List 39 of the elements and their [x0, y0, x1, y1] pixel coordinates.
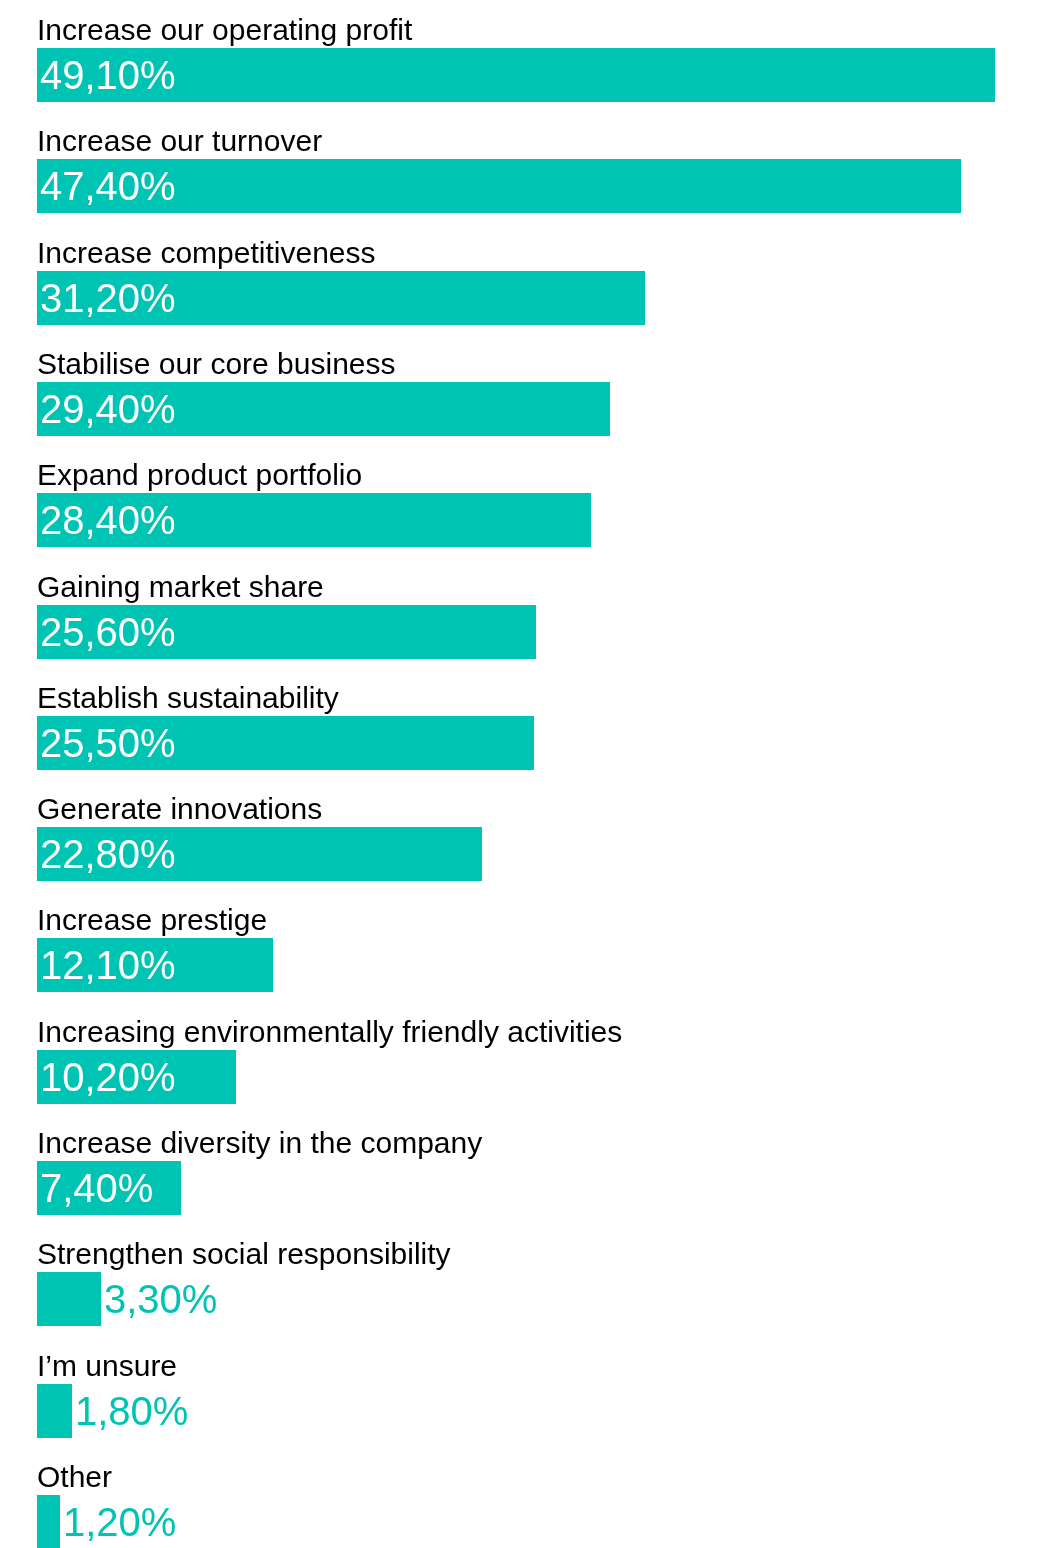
- bar: [37, 382, 610, 436]
- data-label: 47,40%: [40, 164, 176, 208]
- y-tick-label: Increasing environmentally friendly activities: [37, 1015, 623, 1048]
- bar: [37, 159, 961, 213]
- data-label: 1,80%: [75, 1389, 189, 1433]
- y-tick-label: Other: [37, 1460, 113, 1493]
- data-label: 3,30%: [104, 1277, 218, 1321]
- bar: [37, 716, 534, 770]
- y-tick-label: Generate innovations: [37, 792, 323, 825]
- y-tick-label: Increase our turnover: [37, 124, 323, 157]
- y-tick-label: I’m unsure: [37, 1349, 178, 1382]
- data-label: 1,20%: [63, 1500, 177, 1544]
- bar: [37, 493, 591, 547]
- bar: [37, 271, 645, 325]
- data-label: 25,50%: [40, 721, 176, 765]
- data-label: 29,40%: [40, 387, 176, 431]
- data-label: 25,60%: [40, 610, 176, 654]
- bar: [37, 827, 482, 881]
- y-tick-label: Strengthen social responsibility: [37, 1237, 451, 1270]
- data-label: 10,20%: [40, 1055, 176, 1099]
- y-tick-label: Increase prestige: [37, 903, 268, 936]
- y-tick-label: Increase competitiveness: [37, 236, 376, 269]
- y-tick-label: Gaining market share: [37, 570, 324, 603]
- data-label: 49,10%: [40, 53, 176, 97]
- bar: [37, 1495, 60, 1548]
- data-label: 7,40%: [40, 1166, 154, 1210]
- data-label: 28,40%: [40, 498, 176, 542]
- bar: [37, 605, 536, 659]
- bar: [37, 48, 995, 102]
- bar: [37, 1384, 72, 1438]
- data-label: 22,80%: [40, 832, 176, 876]
- y-tick-label: Increase diversity in the company: [37, 1126, 483, 1159]
- data-label: 12,10%: [40, 943, 176, 987]
- y-tick-label: Establish sustainability: [37, 681, 339, 714]
- bar: [37, 1272, 101, 1326]
- y-tick-label: Increase our operating profit: [37, 13, 413, 46]
- y-tick-label: Expand product portfolio: [37, 458, 363, 491]
- y-tick-label: Stabilise our core business: [37, 347, 396, 380]
- data-label: 31,20%: [40, 276, 176, 320]
